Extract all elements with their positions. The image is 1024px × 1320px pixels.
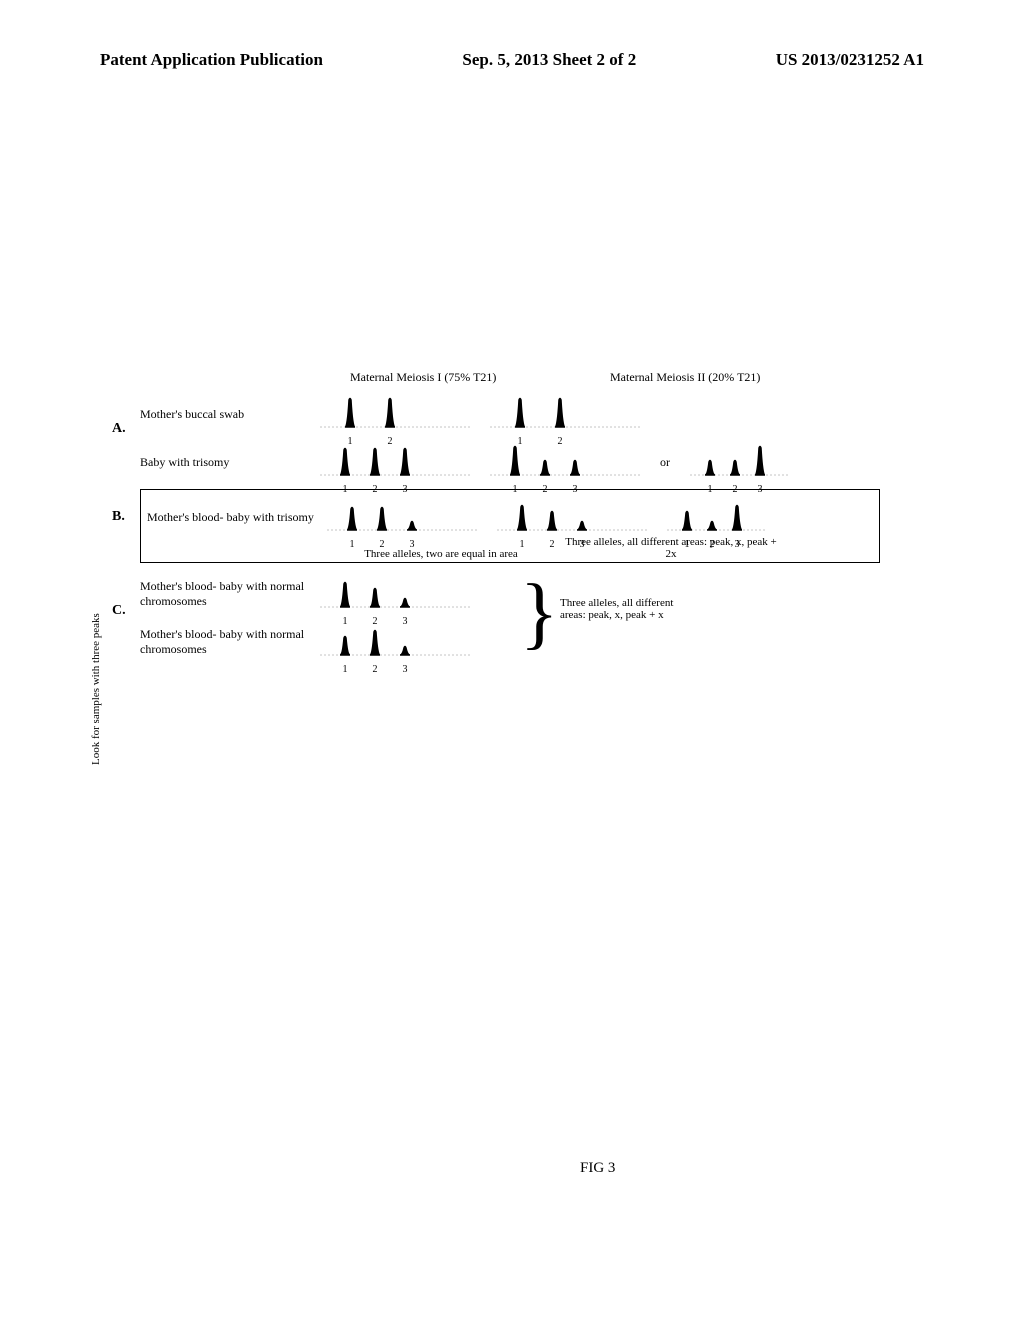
- col-header-1: Maternal Meiosis I (75% T21): [350, 370, 550, 385]
- chart-mother-mII: 12: [490, 393, 640, 435]
- col-header-2: Maternal Meiosis II (20% T21): [610, 370, 810, 385]
- label-mother-swab: Mother's buccal swab: [140, 407, 320, 422]
- row-blood-trisomy: Mother's blood- baby with trisomy 123 12…: [147, 496, 873, 538]
- label-blood-trisomy: Mother's blood- baby with trisomy: [147, 510, 327, 525]
- charts-blood-normal-2: 123: [320, 621, 470, 663]
- label-baby-trisomy: Baby with trisomy: [140, 455, 320, 470]
- panel-c-letter: C.: [112, 603, 140, 619]
- charts-baby-trisomy: 123 123 or 123: [320, 441, 790, 483]
- panel-c: C. Mother's blood- baby with normal chro…: [140, 573, 880, 663]
- caption-c: Three alleles, all different areas: peak…: [560, 597, 700, 621]
- chart-blood-mII-b: 123: [667, 496, 767, 538]
- chart-blood-mI: 123: [327, 496, 477, 538]
- panel-b-wrap: Look for samples with three peaks B. Mot…: [140, 489, 880, 563]
- label-blood-normal-2: Mother's blood- baby with normal chromos…: [140, 627, 320, 657]
- panel-a: A. Mother's buccal swab 12 12 Baby with …: [140, 393, 880, 483]
- header-center: Sep. 5, 2013 Sheet 2 of 2: [462, 50, 636, 70]
- chart-blood-normal-2: 123: [320, 621, 470, 663]
- peak-label: 2: [373, 664, 378, 675]
- brace-icon: }: [520, 573, 558, 653]
- chart-baby-mII-a: 123: [490, 441, 640, 483]
- figure-label: FIG 3: [580, 1160, 615, 1177]
- panel-b-box: Mother's blood- baby with trisomy 123 12…: [140, 489, 880, 563]
- caption-b-right: Three alleles, all different areas: peak…: [561, 536, 781, 560]
- caption-b-left: Three alleles, two are equal in area: [351, 548, 531, 560]
- chart-blood-normal-1: 123: [320, 573, 470, 615]
- charts-blood-trisomy: 123 123 123: [327, 496, 767, 538]
- figure-content: Maternal Meiosis I (75% T21) Maternal Me…: [140, 370, 880, 669]
- peak-label: 2: [550, 539, 555, 550]
- header-left: Patent Application Publication: [100, 50, 323, 70]
- label-blood-normal-1: Mother's blood- baby with normal chromos…: [140, 579, 320, 609]
- chart-blood-mII-a: 123: [497, 496, 647, 538]
- row-baby-trisomy: Baby with trisomy 123 123 or 123: [140, 441, 880, 483]
- peak-label: 3: [403, 664, 408, 675]
- row-blood-normal-2: Mother's blood- baby with normal chromos…: [140, 621, 880, 663]
- row-blood-normal-1: Mother's blood- baby with normal chromos…: [140, 573, 880, 615]
- charts-mother-swab: 12 12: [320, 393, 640, 435]
- column-headers: Maternal Meiosis I (75% T21) Maternal Me…: [140, 370, 880, 385]
- vertical-bracket-label: Look for samples with three peaks: [90, 589, 102, 789]
- chart-mother-mI: 12: [320, 393, 470, 435]
- page-header: Patent Application Publication Sep. 5, 2…: [0, 0, 1024, 70]
- charts-blood-normal-1: 123: [320, 573, 470, 615]
- panel-b-letter: B.: [112, 509, 140, 525]
- chart-baby-mII-b: 123: [690, 441, 790, 483]
- header-right: US 2013/0231252 A1: [776, 50, 924, 70]
- chart-baby-mI: 123: [320, 441, 470, 483]
- row-mother-swab: Mother's buccal swab 12 12: [140, 393, 880, 435]
- or-text: or: [660, 455, 670, 470]
- panel-a-letter: A.: [112, 421, 140, 437]
- peak-label: 1: [343, 664, 348, 675]
